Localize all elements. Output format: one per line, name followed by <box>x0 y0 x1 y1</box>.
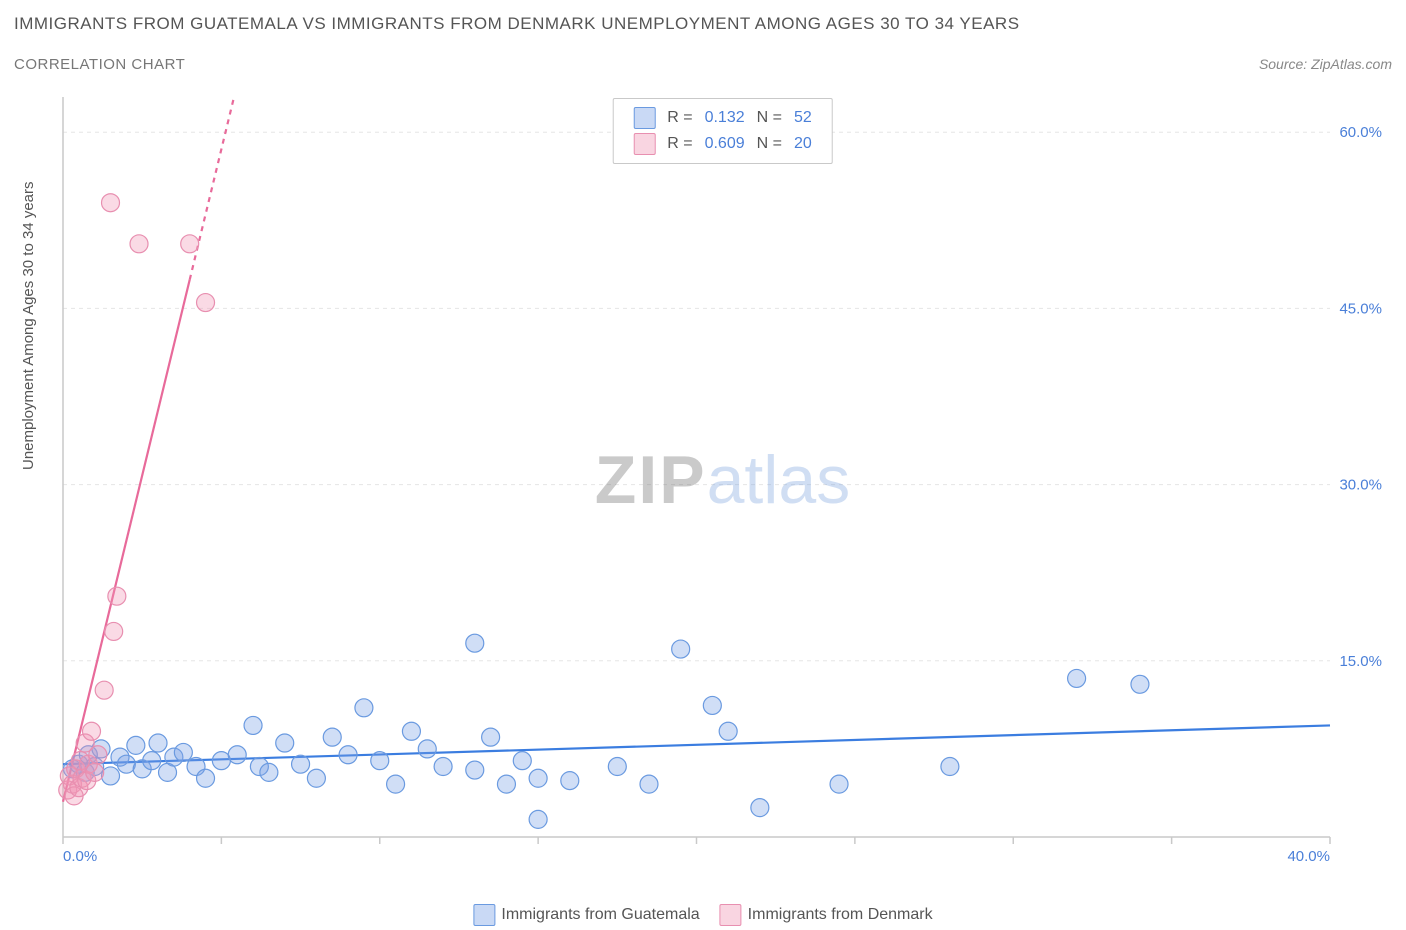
chart-title: IMMIGRANTS FROM GUATEMALA VS IMMIGRANTS … <box>14 14 1020 34</box>
legend-item-guatemala: Immigrants from Guatemala <box>473 904 699 926</box>
legend-swatch-guatemala <box>633 107 655 129</box>
svg-text:30.0%: 30.0% <box>1339 477 1382 494</box>
legend-swatch-guatemala-bottom <box>473 904 495 926</box>
legend-correlation: R = 0.132 N = 52 R = 0.609 N = 20 <box>612 98 833 164</box>
svg-text:60.0%: 60.0% <box>1339 124 1382 141</box>
legend-n-value-guatemala: 52 <box>788 105 818 131</box>
svg-text:15.0%: 15.0% <box>1339 653 1382 670</box>
legend-r-label: R = <box>661 105 698 131</box>
source-label: Source: ZipAtlas.com <box>1259 56 1392 72</box>
svg-text:40.0%: 40.0% <box>1287 848 1330 865</box>
y-axis-label: Unemployment Among Ages 30 to 34 years <box>20 181 37 470</box>
legend-label-guatemala: Immigrants from Guatemala <box>501 906 699 923</box>
legend-n-label: N = <box>751 105 788 131</box>
legend-n-value-denmark: 20 <box>788 131 818 157</box>
legend-swatch-denmark <box>633 133 655 155</box>
plot-area: 15.0% 30.0% 45.0% 60.0% 0.0% 40.0% ZIPatlas R… <box>55 95 1390 865</box>
svg-text:0.0%: 0.0% <box>63 848 97 865</box>
legend-r-value-denmark: 0.609 <box>699 131 751 157</box>
legend-swatch-denmark-bottom <box>720 904 742 926</box>
chart-subtitle: CORRELATION CHART <box>14 56 185 73</box>
svg-text:45.0%: 45.0% <box>1339 300 1382 317</box>
legend-item-denmark: Immigrants from Denmark <box>720 904 933 926</box>
watermark: ZIPatlas <box>595 441 850 519</box>
legend-row-denmark: R = 0.609 N = 20 <box>627 131 818 157</box>
legend-r-label: R = <box>661 131 698 157</box>
legend-n-label: N = <box>751 131 788 157</box>
legend-series: Immigrants from Guatemala Immigrants fro… <box>473 904 932 926</box>
legend-r-value-guatemala: 0.132 <box>699 105 751 131</box>
watermark-zip: ZIP <box>595 442 707 518</box>
watermark-atlas: atlas <box>707 442 851 518</box>
legend-row-guatemala: R = 0.132 N = 52 <box>627 105 818 131</box>
legend-label-denmark: Immigrants from Denmark <box>748 906 933 923</box>
